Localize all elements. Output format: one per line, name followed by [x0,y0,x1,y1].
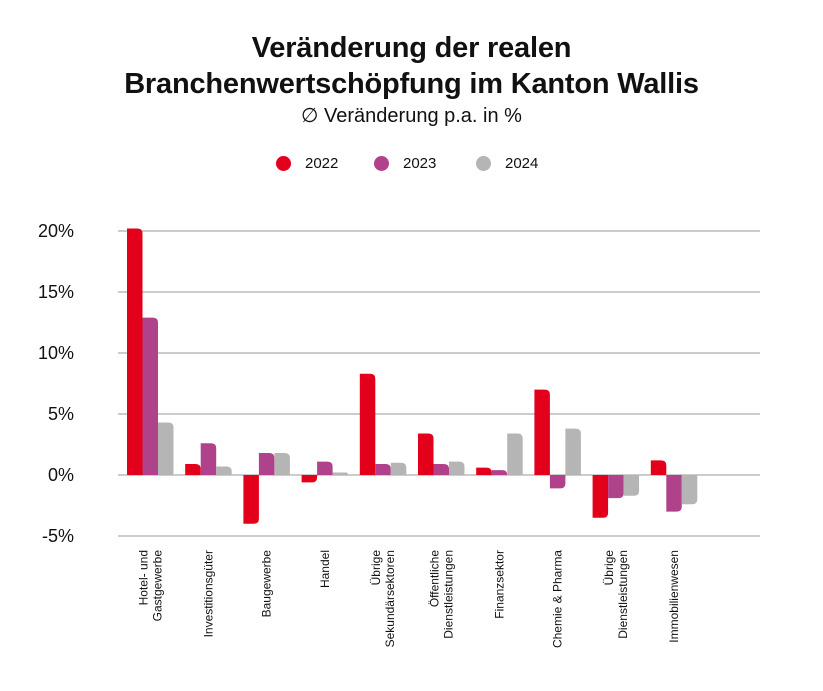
legend-item-2022: 2022 [276,150,338,176]
chart-title-line-2: Branchenwertschöpfung im Kanton Wallis [124,68,699,100]
bar-2022 [418,433,434,475]
y-tick-label: 0% [48,465,74,485]
bar-2022 [185,464,201,475]
bar-2022 [359,373,376,475]
category-label: Übrige [602,550,616,586]
legend-swatch-2024 [476,155,491,171]
bar-2024 [507,433,523,475]
category-label: Chemie & Pharma [551,550,565,648]
chart-legend: 2022 2023 2024 [0,150,823,176]
bar-2022 [127,228,143,475]
bar-2023 [433,464,449,475]
category-label: Immobilienwesen [667,550,681,643]
bar-2024 [390,462,407,475]
bar-2024 [216,466,232,475]
category-label: Finanzsektor [492,550,506,619]
bar-2023 [142,317,158,475]
legend-swatch-2023 [374,155,389,171]
category-label: Übrige [369,550,383,586]
bar-2024 [158,422,174,475]
y-tick-label: 20% [38,221,74,241]
bar-2022 [243,475,259,524]
bar-2024 [274,453,290,475]
bar-2024 [565,428,581,475]
category-label: Handel [318,550,332,588]
legend-item-2024: 2024 [476,150,538,176]
category-label: Dienstleistungen [616,550,630,639]
bar-2024 [449,461,465,475]
bar-2023 [375,464,391,475]
y-tick-label: 15% [38,282,74,302]
bar-2023 [491,470,508,475]
category-label: Öffentliche [427,550,441,607]
y-tick-label: 5% [48,404,74,424]
legend-swatch-2022 [276,155,291,171]
category-label: Baugewerbe [260,550,274,618]
category-label: Dienstleistungen [441,550,455,639]
y-tick-label: -5% [42,526,74,546]
legend-label-2024: 2024 [505,154,539,172]
bar-2023 [549,475,566,489]
bar-2024 [681,475,698,505]
bar-2024 [332,472,349,475]
legend-label-2022: 2022 [305,154,339,172]
category-label: Sekundärsektoren [383,550,397,647]
bar-2022 [534,389,550,475]
bar-2023 [317,461,333,475]
bar-2022 [592,475,609,518]
bar-2023 [666,475,682,512]
bar-2022 [301,475,318,483]
bar-2022 [650,460,667,475]
category-label: Gastgewerbe [150,550,164,622]
category-label: Hotel- und [136,550,150,605]
legend-label-2023: 2023 [403,154,437,172]
bar-2022 [476,467,492,475]
y-tick-label: 10% [38,343,74,363]
category-label: Investitionsgüter [201,550,215,637]
chart-title-line-1: Veränderung der realen [251,32,572,64]
bar-2023 [608,475,624,499]
chart-subtitle: ∅ Veränderung p.a. in % [301,105,522,127]
bar-2023 [200,443,217,475]
bar-2023 [258,453,275,475]
legend-item-2023: 2023 [374,150,436,176]
bar-2024 [623,475,640,496]
